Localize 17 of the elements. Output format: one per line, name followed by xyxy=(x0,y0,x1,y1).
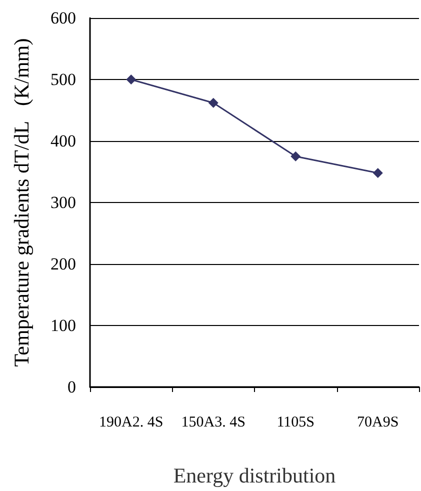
y-tick-label: 600 xyxy=(50,8,76,28)
point xyxy=(372,168,383,178)
point xyxy=(126,74,136,84)
y-tick-label: 200 xyxy=(50,254,76,274)
x-tick-label: 1105S xyxy=(276,414,315,430)
y-tick-label: 400 xyxy=(50,132,76,150)
y-tick-label: 0 xyxy=(68,378,76,396)
x-tick-label: 70A9S xyxy=(357,414,399,430)
x-tick-label: 150A3. 4S xyxy=(181,414,246,430)
x-axis-title: Energy distribution xyxy=(173,464,336,488)
point xyxy=(208,98,218,108)
y-tick-label: 100 xyxy=(50,316,76,335)
y-tick-label: 500 xyxy=(50,70,76,89)
point xyxy=(290,151,301,162)
y-axis-title: Temperature gradients dT/dL (K/mm) xyxy=(10,38,34,367)
x-tick-label: 190A2. 4S xyxy=(99,414,164,430)
y-tick-label: 300 xyxy=(50,193,76,212)
